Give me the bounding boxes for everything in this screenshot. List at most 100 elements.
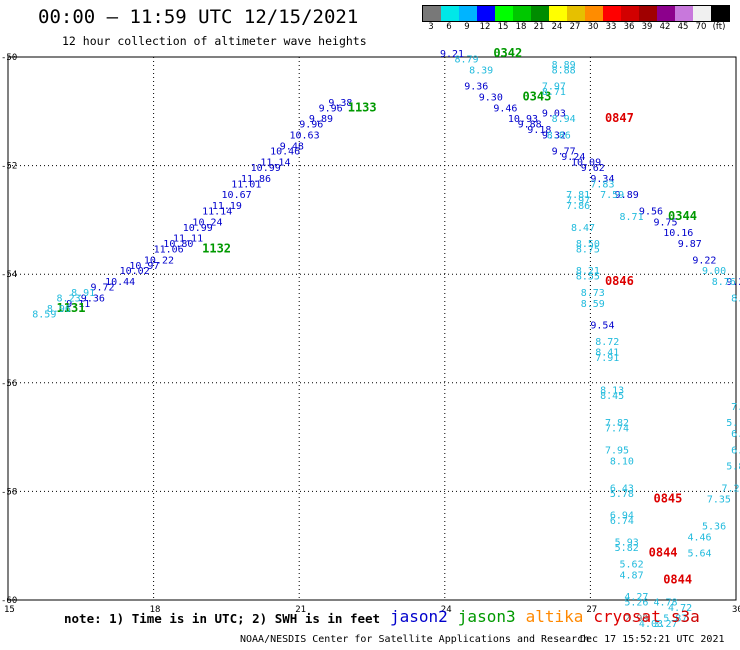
wave-height-value: 8.96	[47, 304, 71, 315]
wave-height-value: 6.74	[610, 516, 634, 527]
wave-height-value: 10.93	[508, 114, 538, 125]
x-tick-label: 18	[150, 605, 161, 615]
wave-height-value: 5.78	[610, 489, 634, 500]
wave-height-value: 8.72	[595, 337, 619, 348]
wave-height-value: 7.	[731, 402, 740, 413]
wave-height-value: 7.74	[605, 424, 629, 435]
wave-height-value: 4.72	[668, 603, 692, 614]
wave-height-value: 4.78	[653, 597, 677, 608]
map-title: 00:00 — 11:59 UTC 12/15/2021	[38, 6, 359, 28]
color-swatch	[585, 6, 603, 21]
color-scale-label: 30	[587, 22, 599, 32]
pass-time-label: 0342	[493, 46, 522, 60]
x-tick-label: 15	[4, 605, 15, 615]
color-swatch	[603, 6, 621, 21]
wave-height-value: 6.6	[731, 429, 740, 440]
wave-height-value: 8.39	[469, 65, 493, 76]
wave-height-value: 9.34	[590, 174, 614, 185]
wave-height-value: 11.86	[241, 174, 271, 185]
wave-height-value: 10.63	[289, 130, 319, 141]
wave-height-value: 8.91	[71, 288, 95, 299]
wave-height-value: 10.24	[192, 217, 222, 228]
wave-height-value: 8.3	[731, 293, 740, 304]
x-tick-label: 27	[586, 605, 597, 615]
color-swatch	[531, 6, 549, 21]
wave-height-value: 5.80	[726, 462, 740, 473]
wave-height-value: 8.76	[712, 277, 736, 288]
wave-height-value: 9.03	[542, 109, 566, 120]
pass-time-label: 0343	[522, 89, 551, 103]
footer-credit: NOAA/NESDIS Center for Satellite Applica…	[240, 634, 590, 645]
pass-time-label: 1133	[348, 100, 377, 114]
pass-time-label: 0844	[663, 573, 692, 587]
color-scale-label: 18	[515, 22, 527, 32]
wave-height-value: 8.50	[576, 239, 600, 250]
color-scale-label: 15	[497, 22, 509, 32]
color-scale-label: 39	[641, 22, 653, 32]
color-scale-label: (ft)	[712, 22, 726, 32]
wave-height-value: 5.93	[615, 538, 639, 549]
wave-height-value: 11.14	[260, 158, 290, 169]
wave-height-value: 8.75	[576, 244, 600, 255]
color-swatch	[621, 6, 639, 21]
wave-height-value: 11.11	[173, 234, 203, 245]
wave-height-value: 8.13	[600, 386, 624, 397]
pass-time-label: 1131	[57, 301, 86, 315]
wave-height-value: 7.86	[566, 201, 590, 212]
wave-height-value: 7.97	[566, 196, 590, 207]
wave-height-labels: 9.119.369.7210.4410.0210.9710.2211.0610.…	[32, 46, 740, 630]
wave-height-value: 11.14	[202, 206, 232, 217]
x-tick-label: 30	[732, 605, 740, 615]
wave-height-value: 10.67	[222, 190, 252, 201]
wave-height-value: 5.82	[615, 543, 639, 554]
wave-height-value: 8.88	[552, 65, 576, 76]
pass-time-label: 0845	[653, 491, 682, 505]
color-swatch	[549, 6, 567, 21]
map-subtitle: 12 hour collection of altimeter wave hei…	[62, 34, 367, 48]
wave-height-value: 7.59	[600, 190, 624, 201]
wave-height-value: 9.89	[309, 114, 333, 125]
color-scale-bar	[422, 5, 730, 22]
map-frame	[7, 56, 737, 601]
wave-height-value: 9.96	[299, 120, 323, 131]
wave-height-value: 8.41	[595, 348, 619, 359]
color-swatch	[459, 6, 477, 21]
color-scale-label: 45	[677, 22, 689, 32]
wave-height-value: 5.87	[663, 614, 687, 625]
wave-height-value: 7.82	[605, 418, 629, 429]
color-scale-label: 42	[659, 22, 671, 32]
legend-entry-cryosat: cryosat	[593, 607, 661, 626]
axis-ticks: 15 18 21 24 27 30 -50 -52 -54 -56 -58 -60	[1, 53, 740, 615]
color-scale-label: 21	[533, 22, 545, 32]
color-scale-labels: 3 6 9 12 15 18 21 24 27 30 33 36 39 42 45 70 (ft)	[422, 22, 728, 32]
wave-height-value: 8.71	[542, 87, 566, 98]
wave-height-value: 9.11	[66, 299, 90, 310]
wave-height-value: 9.46	[493, 103, 517, 114]
wave-height-value: 9.96	[319, 103, 343, 114]
wave-height-value: 9.89	[615, 190, 639, 201]
wave-height-value: 10.99	[183, 223, 213, 234]
color-scale-label: 33	[605, 22, 617, 32]
wave-height-value: 9.87	[678, 239, 702, 250]
y-tick-label: -50	[1, 53, 17, 63]
color-swatch	[711, 6, 729, 21]
color-swatch	[657, 6, 675, 21]
wave-height-value: 9.22	[692, 255, 716, 266]
color-swatch	[495, 6, 513, 21]
wave-height-value: 8.71	[620, 212, 644, 223]
y-tick-label: -54	[1, 270, 17, 280]
wave-height-value: 8.59	[32, 310, 56, 321]
wave-height-value: 6.94	[610, 511, 634, 522]
wave-height-value: 9.38	[328, 98, 352, 109]
wave-height-value: 8.86	[547, 130, 571, 141]
wave-height-value: 10.44	[105, 277, 135, 288]
color-swatch	[693, 6, 711, 21]
color-swatch	[639, 6, 657, 21]
pass-time-label: 1132	[202, 241, 231, 255]
wave-height-value: 10.22	[144, 255, 174, 266]
pass-time-label: 0844	[649, 546, 678, 560]
map-grid	[8, 57, 736, 600]
wave-height-value: 7.97	[542, 82, 566, 93]
wave-height-value: 6.52	[731, 445, 740, 456]
